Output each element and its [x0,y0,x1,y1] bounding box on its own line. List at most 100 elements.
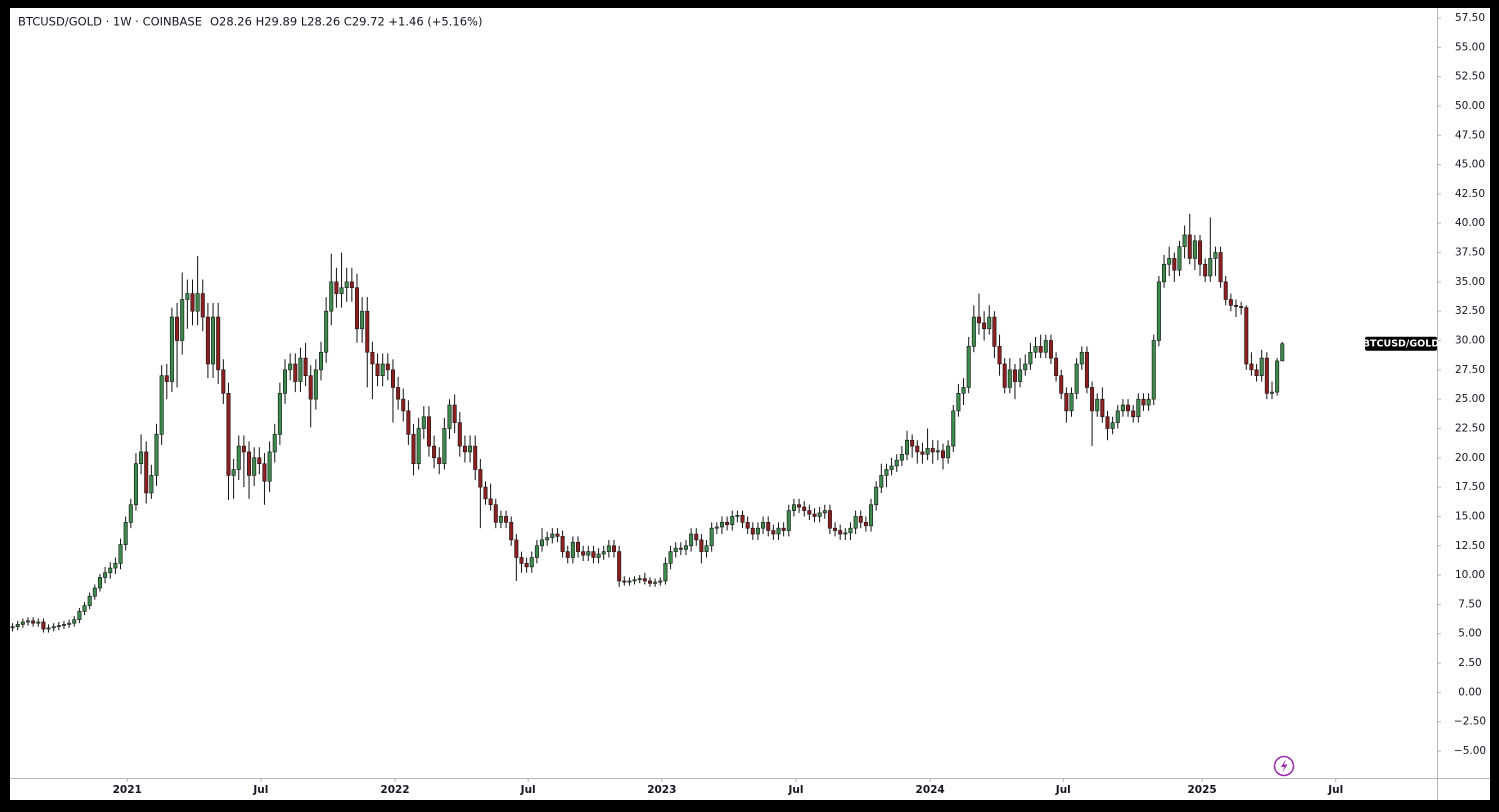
candle-body [1223,281,1228,300]
candle-body [159,375,164,435]
candle-body [442,428,447,464]
candle-body [1269,391,1274,394]
y-tick-label: 42.50 [1455,188,1485,200]
candle-body [267,451,272,482]
candle-body [982,322,987,330]
y-tick-label: 10.00 [1455,569,1485,581]
icon-bolt[interactable] [1281,759,1288,773]
candle-body [1048,340,1053,359]
y-tick-label: 25.00 [1455,393,1485,405]
candle-body [1069,392,1074,412]
candle-body [704,545,709,552]
candle-body [905,439,910,455]
candle-body [1239,306,1244,308]
candle-body [108,567,113,574]
candle-body [92,587,97,597]
candle-body [925,448,930,455]
candle-body [1105,416,1110,429]
candle-body [1182,234,1187,247]
chart-title: BTCUSD/GOLD · 1W · COINBASE [18,15,202,29]
candle-body [673,547,678,552]
candle-body [833,527,838,531]
candle-body [1131,410,1136,418]
candle-body [874,486,879,506]
y-tick-label: 52.50 [1455,71,1485,83]
candle-body [365,310,370,353]
candles [10,213,1285,633]
y-tick-label: 5.00 [1458,628,1481,640]
candle-body [766,522,771,531]
candle-body [257,457,262,464]
candle-body [668,551,673,564]
candle-body [776,527,781,535]
candle-body [67,622,72,625]
candle-body [236,445,241,470]
candle-body [293,363,298,382]
candle-body [678,547,683,550]
candle-body [642,578,647,582]
lightning-icon[interactable] [1273,755,1295,777]
candle-body [298,357,303,382]
candle-body [920,451,925,455]
candle-body [334,281,339,294]
candle-body [961,387,966,394]
x-tick-label: 2025 [1187,784,1216,796]
chart-background [10,8,1490,800]
x-tick-label: Jul [1055,784,1071,796]
candle-body [853,516,858,529]
candle-body [730,516,735,525]
candle-body [385,363,390,371]
candle-body [848,527,853,534]
candle-body [190,293,195,312]
candle-body [123,522,128,545]
candle-body [1172,258,1177,271]
candle-body [46,627,51,630]
candle-body [807,510,812,515]
candle-body [313,369,318,400]
candle-body [976,316,981,324]
y-tick-label: 35.00 [1455,276,1485,288]
candle-body [10,626,15,629]
y-tick-label: 12.50 [1455,540,1485,552]
candle-body [637,578,642,581]
candle-body [822,510,827,514]
candle-body [884,469,889,476]
candle-body [1141,398,1146,406]
candle-body [473,445,478,470]
candle-body [277,392,282,435]
candle-body [1208,258,1213,277]
y-tick-label: 45.00 [1455,159,1485,171]
candle-body [956,392,961,412]
candle-body [211,316,216,365]
candle-body [226,392,231,476]
candle-body [514,539,519,558]
candle-body [915,445,920,453]
candle-body [1115,410,1120,423]
candle-body [1100,398,1105,418]
candle-body [457,422,462,447]
candle-body [1192,240,1197,259]
candle-body [462,445,467,453]
y-tick-label: 50.00 [1455,100,1485,112]
candle-body [1275,360,1280,393]
candle-body [935,450,940,453]
candle-body [1254,369,1259,376]
candle-body [971,316,976,347]
candle-body [20,621,25,625]
candle-body [205,316,210,365]
y-tick-label: 55.00 [1455,41,1485,53]
y-tick-label: 32.50 [1455,305,1485,317]
candle-body [1126,404,1131,412]
candle-body [683,545,688,550]
candle-body [87,595,92,606]
candle-body [771,530,776,535]
candle-body [370,351,375,365]
candle-body [169,316,174,382]
candle-body [447,404,452,429]
candle-body [1146,398,1151,406]
candle-body [390,369,395,388]
candle-body [606,545,611,552]
candle-body [118,544,123,564]
candle-body [339,287,344,294]
candle-body [1136,398,1141,418]
